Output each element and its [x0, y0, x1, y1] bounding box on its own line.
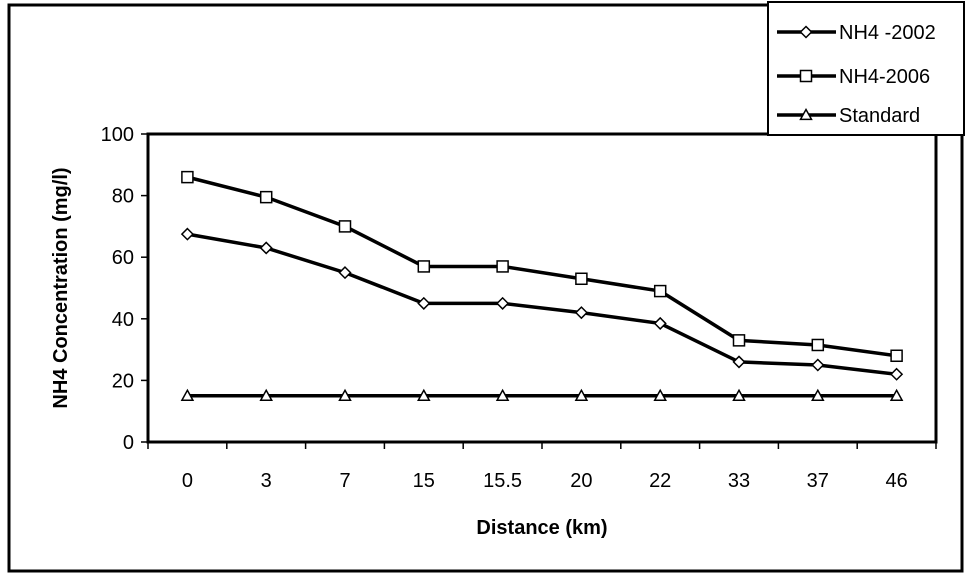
x-tick-label: 15.5: [483, 470, 522, 492]
data-point: [811, 358, 825, 372]
data-point: [496, 296, 510, 310]
legend-label: NH4 -2002: [839, 22, 936, 44]
x-tick-label: 15: [413, 470, 435, 492]
y-tick-label: 60: [112, 247, 134, 269]
y-tick-label: 100: [101, 124, 134, 146]
data-point: [259, 190, 273, 204]
series-line: [187, 232, 897, 376]
data-point: [338, 220, 352, 233]
y-tick-label: 20: [112, 370, 134, 392]
series-diamond: [180, 227, 904, 381]
legend-label: NH4-2006: [839, 66, 930, 88]
legend-label: Standard: [839, 105, 920, 127]
x-tick-label: 22: [649, 470, 671, 492]
series-square: [181, 170, 903, 363]
x-tick-label: 7: [339, 470, 350, 492]
data-point: [574, 306, 588, 320]
y-tick-label: 80: [112, 186, 134, 208]
y-axis-title: NH4 Concentration (mg/l): [50, 167, 72, 408]
data-point: [811, 338, 825, 352]
x-tick-label: 33: [728, 470, 750, 492]
data-point: [889, 388, 904, 401]
series-layer: [180, 170, 904, 401]
data-point: [732, 334, 746, 347]
x-tick-label: 37: [807, 470, 829, 492]
series-line: [186, 175, 897, 358]
data-point: [495, 388, 510, 401]
data-point: [732, 355, 746, 369]
data-point: [338, 266, 352, 280]
legend-marker: [799, 25, 813, 39]
series-triangle: [180, 388, 904, 401]
data-point: [417, 388, 431, 401]
y-axis: 0 20 40 60 80 100: [101, 124, 148, 454]
data-point: [890, 349, 903, 363]
x-tick-label: 0: [182, 470, 193, 492]
x-axis: 0 3 7 15 15.5 20 22 33 37 46: [147, 442, 937, 492]
x-axis-title: Distance (km): [476, 517, 607, 539]
legend-box: [767, 1, 965, 136]
data-point: [417, 260, 431, 273]
data-point: [653, 388, 667, 401]
y-tick-label: 40: [112, 309, 134, 331]
y-tick-label: 0: [123, 432, 134, 454]
x-tick-label: 3: [261, 470, 272, 492]
data-point: [181, 170, 194, 184]
data-point: [496, 260, 509, 273]
data-point: [653, 284, 667, 298]
x-tick-label: 46: [885, 470, 907, 492]
legend: NH4 -2002 NH4-2006 Standard: [767, 1, 965, 136]
legend-marker: [799, 69, 813, 83]
data-point: [574, 388, 589, 401]
legend-marker: [799, 107, 813, 121]
data-point: [575, 272, 588, 286]
x-tick-label: 20: [570, 470, 592, 492]
data-point: [180, 227, 194, 241]
data-point: [653, 316, 667, 330]
data-point: [732, 388, 746, 401]
data-point: [259, 241, 273, 255]
data-point: [338, 388, 352, 401]
data-point: [259, 388, 273, 401]
data-point: [890, 367, 904, 381]
data-point: [417, 296, 431, 310]
data-point: [811, 388, 825, 401]
data-point: [180, 388, 195, 401]
